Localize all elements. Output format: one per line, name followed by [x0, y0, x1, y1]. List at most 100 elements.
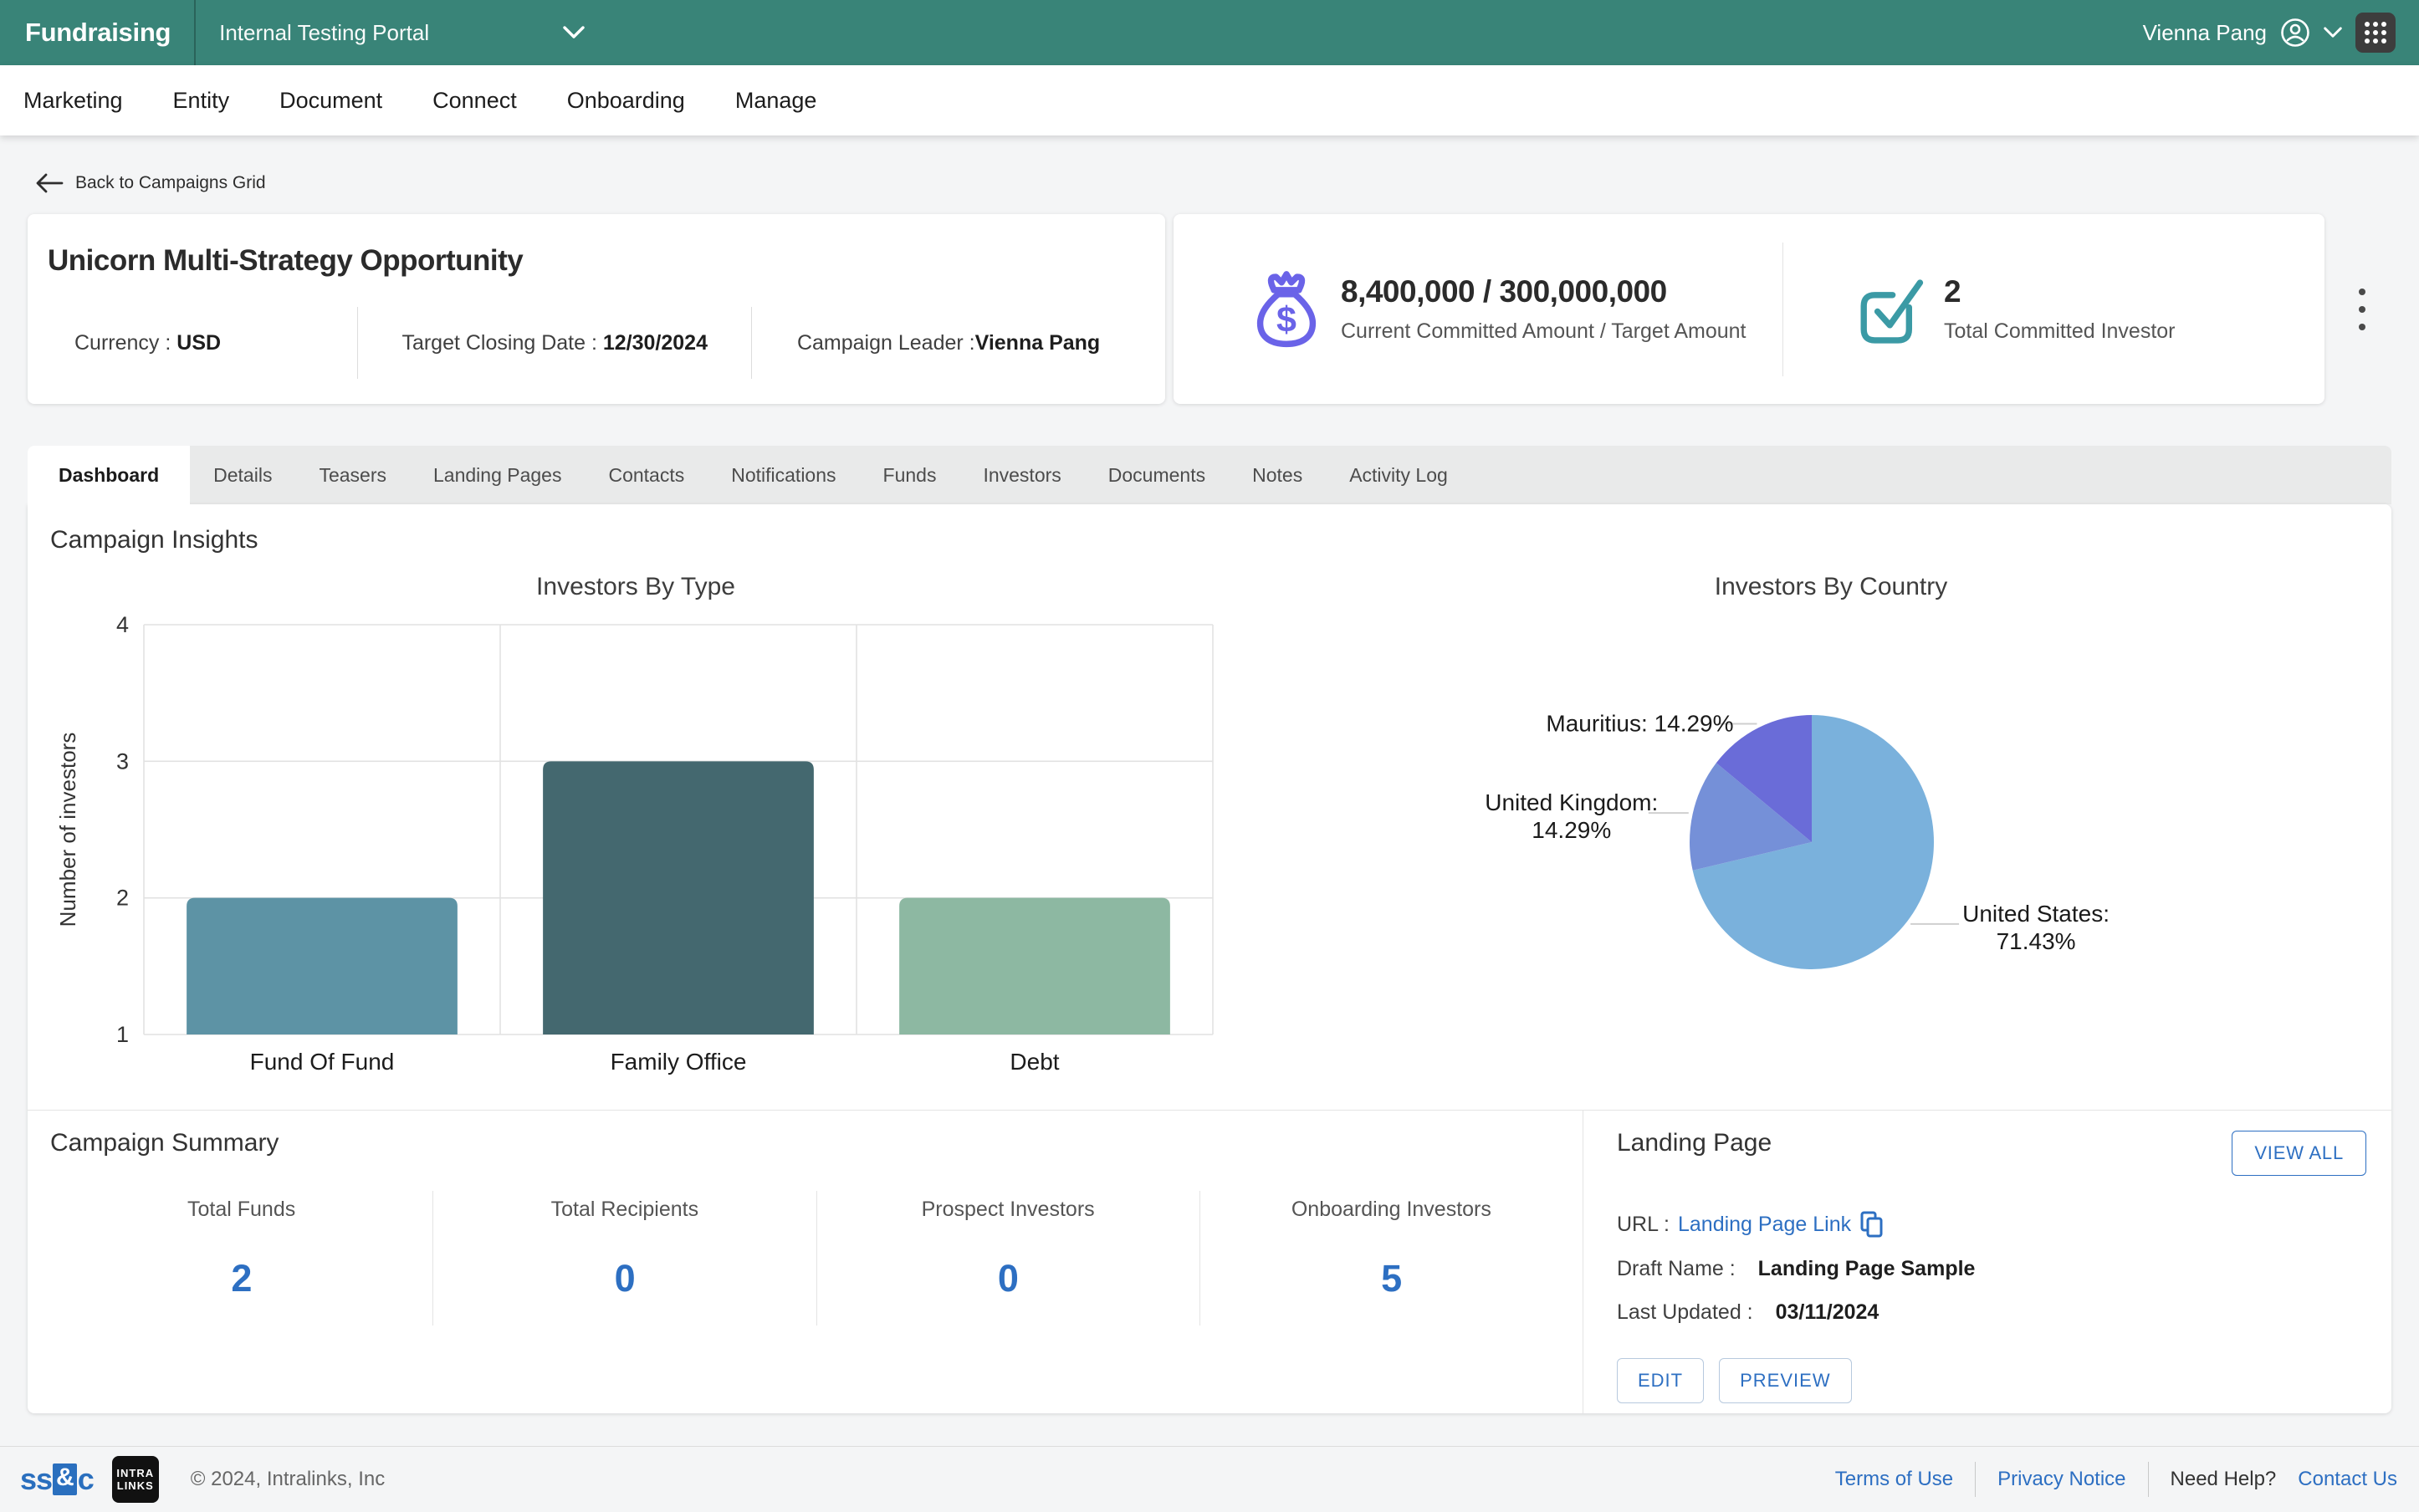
landing-heading: Landing Page: [1617, 1129, 1772, 1157]
svg-text:Debt: Debt: [1010, 1049, 1059, 1075]
summary-prospect-investors-value: 0: [997, 1257, 1019, 1300]
copy-icon[interactable]: [1859, 1211, 1885, 1238]
meta-divider: [751, 307, 753, 379]
user-menu-chevron-icon[interactable]: [2324, 27, 2342, 38]
summary-total-funds-value: 2: [231, 1257, 252, 1300]
app-header: Fundraising Internal Testing Portal Vien…: [0, 0, 2419, 65]
svg-text:Family Office: Family Office: [611, 1049, 747, 1075]
investors-by-type-chart: Investors By Type 1 2 3 4 Fund Of Fund Family…: [50, 554, 1237, 1095]
campaign-currency: Currency : USD: [74, 330, 222, 355]
app-brand: Fundraising: [25, 18, 171, 47]
campaign-info-card: Unicorn Multi-Strategy Opportunity Curre…: [28, 214, 1165, 404]
nav-item-connect[interactable]: Connect: [432, 87, 517, 113]
landing-page-section: Landing Page VIEW ALL URL : Landing Page…: [1583, 1111, 2391, 1413]
campaign-insights-section: Campaign Insights Investors By Type 1 2 3 4…: [28, 504, 2391, 1095]
committed-amount-value: 8,400,000 / 300,000,000: [1341, 274, 1667, 309]
bar-chart-plot: 1 2 3 4 Fund Of Fund Family Office Debt Number …: [55, 612, 1214, 1075]
svg-text:$: $: [1276, 299, 1296, 340]
pie-chart-plot: United States:71.43% United Kingdom:14.29…: [1485, 711, 2110, 969]
campaign-stats-card: $ 8,400,000 / 300,000,000 Current Commit…: [1174, 214, 2324, 404]
arrow-left-icon: [36, 173, 64, 193]
money-bag-icon: $: [1256, 270, 1317, 347]
summary-onboarding-investors: Onboarding Investors 5: [1199, 1191, 1583, 1326]
edit-button[interactable]: EDIT: [1617, 1358, 1705, 1403]
back-to-campaigns-link[interactable]: Back to Campaigns Grid: [35, 172, 2419, 194]
page-footer: ss & c INTRA LINKS © 2024, Intralinks, Inc …: [0, 1446, 2419, 1512]
meta-divider: [357, 307, 359, 379]
tab-notifications[interactable]: Notifications: [731, 463, 836, 486]
tab-contacts[interactable]: Contacts: [608, 463, 685, 486]
svg-text:1: 1: [116, 1022, 129, 1047]
landing-draft-row: Draft Name : Landing Page Sample: [1617, 1257, 1976, 1280]
campaign-title: Unicorn Multi-Strategy Opportunity: [48, 244, 524, 277]
committed-investors-value: 2: [1944, 274, 1961, 309]
committed-investors-caption: Total Committed Investor: [1944, 319, 2176, 343]
preview-button[interactable]: PREVIEW: [1719, 1358, 1852, 1403]
svg-text:71.43%: 71.43%: [1997, 928, 2076, 954]
svg-text:3: 3: [116, 748, 129, 774]
tab-notes[interactable]: Notes: [1252, 463, 1303, 486]
user-avatar-icon[interactable]: [2280, 18, 2310, 48]
svg-text:Fund Of Fund: Fund Of Fund: [250, 1049, 395, 1075]
tab-documents[interactable]: Documents: [1107, 463, 1206, 486]
privacy-notice-link[interactable]: Privacy Notice: [1997, 1468, 2126, 1490]
need-help-text: Need Help?: [2170, 1468, 2277, 1490]
campaign-summary-section: Campaign Summary Total Funds 2 Total Rec…: [28, 1111, 1583, 1413]
nav-item-marketing[interactable]: Marketing: [23, 87, 123, 113]
stat-divider: [1782, 242, 1784, 376]
check-square-icon: [1860, 278, 1924, 344]
committed-investors-stat: 2 Total Committed Investor: [1783, 271, 2308, 348]
user-name: Vienna Pang: [2142, 19, 2267, 45]
more-options-kebab-icon[interactable]: [2352, 282, 2372, 337]
investors-by-country-chart: Investors By Country United States: 71.43…: [1237, 554, 2391, 1095]
insights-heading: Campaign Insights: [50, 526, 258, 554]
copyright-text: © 2024, Intralinks, Inc: [190, 1468, 386, 1490]
contact-us-link[interactable]: Contact Us: [2298, 1468, 2397, 1490]
landing-page-link[interactable]: Landing Page Link: [1677, 1212, 1852, 1236]
campaign-tabs: Dashboard Details Teasers Landing Pages …: [28, 446, 2391, 504]
back-link-label: Back to Campaigns Grid: [75, 173, 266, 192]
terms-of-use-link[interactable]: Terms of Use: [1834, 1468, 1954, 1490]
dashboard-panel: Campaign Insights Investors By Type 1 2 3 4…: [28, 504, 2391, 1413]
portal-selector-label: Internal Testing Portal: [219, 19, 430, 45]
summary-heading: Campaign Summary: [50, 1129, 279, 1157]
section-divider: [28, 1110, 2391, 1111]
svg-text:4: 4: [116, 612, 129, 637]
header-divider: [194, 0, 197, 65]
summary-total-recipients-value: 0: [614, 1257, 636, 1300]
footer-divider: [2147, 1462, 2149, 1497]
apps-grid-icon: [2365, 22, 2386, 43]
svg-text:14.29%: 14.29%: [1532, 817, 1611, 843]
campaign-meta-row: Currency : USD Target Closing Date : 12/…: [48, 307, 1145, 379]
svg-text:2: 2: [116, 886, 129, 911]
tab-dashboard[interactable]: Dashboard: [28, 446, 191, 504]
summary-total-recipients: Total Recipients 0: [432, 1191, 816, 1326]
tab-details[interactable]: Details: [213, 463, 273, 486]
tab-funds[interactable]: Funds: [882, 463, 937, 486]
nav-item-manage[interactable]: Manage: [734, 87, 817, 113]
bar-chart-title: Investors By Type: [536, 573, 735, 600]
svg-text:Number of investors: Number of investors: [55, 733, 80, 927]
view-all-button[interactable]: VIEW ALL: [2232, 1131, 2366, 1176]
landing-url-row: URL : Landing Page Link: [1617, 1211, 2366, 1238]
footer-divider: [1975, 1462, 1977, 1497]
kebab-column: [2333, 214, 2391, 404]
main-nav: Marketing Entity Document Connect Onboar…: [0, 65, 2419, 135]
ssc-logo[interactable]: ss & c: [20, 1462, 95, 1496]
committed-amount-caption: Current Committed Amount / Target Amount: [1341, 319, 1746, 343]
svg-text:United States:: United States:: [1962, 901, 2110, 927]
tab-teasers[interactable]: Teasers: [319, 463, 386, 486]
tab-activity-log[interactable]: Activity Log: [1349, 463, 1448, 486]
nav-item-onboarding[interactable]: Onboarding: [566, 87, 685, 113]
summary-prospect-investors: Prospect Investors 0: [816, 1191, 1199, 1326]
apps-grid-button[interactable]: [2355, 13, 2396, 53]
tab-landing-pages[interactable]: Landing Pages: [433, 463, 562, 486]
portal-selector[interactable]: Internal Testing Portal: [219, 20, 585, 46]
intralinks-logo[interactable]: INTRA LINKS: [111, 1456, 159, 1503]
tab-investors[interactable]: Investors: [983, 463, 1061, 486]
nav-item-entity[interactable]: Entity: [172, 87, 230, 113]
campaign-closing-date: Target Closing Date : 12/30/2024: [401, 330, 708, 355]
nav-item-document[interactable]: Document: [279, 87, 383, 113]
svg-text:Mauritius: 14.29%: Mauritius: 14.29%: [1546, 711, 1733, 737]
landing-updated-row: Last Updated : 03/11/2024: [1617, 1300, 1879, 1324]
